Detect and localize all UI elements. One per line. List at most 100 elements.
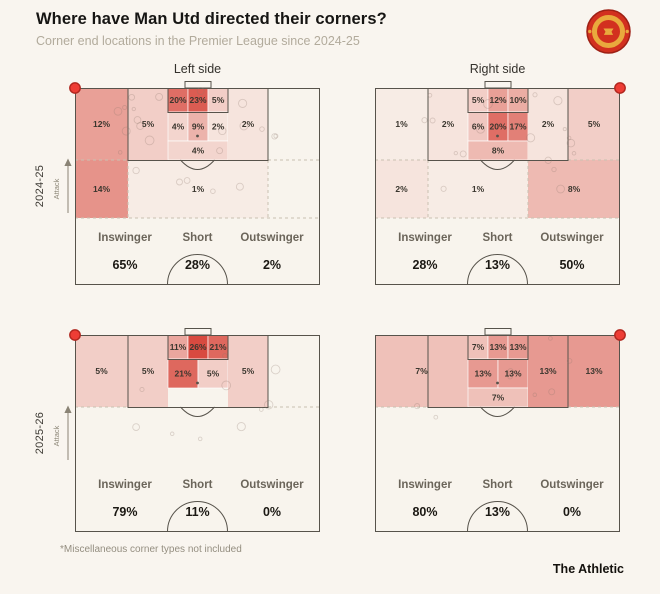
zone-pct-label: 5% (212, 95, 225, 105)
delivery-type-value: 80% (412, 505, 437, 519)
zone-pct-label: 13% (509, 342, 526, 352)
zone-pct-label: 1% (472, 184, 485, 194)
corner-end-dot (507, 374, 513, 380)
delivery-type-label: Outswinger (540, 232, 604, 244)
corner-end-dot (548, 388, 556, 396)
pitch-2025-26-left-side: 5% 5%11% 26% 21%21% 5% 5%Inswinger79%Short11%… (69, 328, 320, 532)
centre-circle (167, 501, 228, 532)
goal-frame (184, 81, 212, 89)
delivery-type-value: 28% (185, 258, 210, 272)
crest-devil-icon (603, 28, 614, 35)
zone-pct-label: 13% (585, 366, 602, 376)
corner-end-dot (238, 98, 248, 108)
heat-zone-outer-right (568, 88, 620, 160)
attack-arrow-icon (64, 158, 72, 166)
delivery-type-label: Short (182, 479, 212, 491)
corner-end-dot (169, 431, 175, 437)
zone-pct-label: 13% (539, 366, 556, 376)
goal-frame (184, 328, 212, 336)
corner-end-dot (421, 117, 428, 124)
corner-end-dot (429, 117, 436, 124)
corner-end-dot (222, 353, 228, 359)
penalty-arc (180, 406, 215, 417)
zone-pct-label: 13% (489, 342, 506, 352)
corner-end-dot (218, 126, 227, 136)
heat-zone-six-mid-3w (197, 358, 229, 389)
heat-zone-pen-left (428, 88, 468, 160)
corner-end-dot (132, 423, 140, 431)
delivery-type-value: 11% (185, 505, 209, 519)
centre-circle (467, 254, 528, 285)
zone-pct-label: 14% (93, 184, 110, 194)
centre-circle (467, 501, 528, 532)
zone-pct-label: 5% (207, 369, 220, 379)
corner-end-dot (197, 436, 203, 442)
delivery-type-value: 79% (112, 505, 137, 519)
corner-end-dot (483, 99, 493, 109)
crest-gold-ring (592, 15, 625, 48)
crest-right-rosette (625, 29, 629, 34)
corner-end-dot (136, 122, 145, 130)
corner-flag-dot (69, 82, 81, 94)
corner-end-dot (556, 184, 565, 194)
page-subtitle: Corner end locations in the Premier Leag… (36, 34, 360, 48)
zone-pct-label: 7% (492, 393, 505, 403)
corner-end-dot (196, 87, 205, 96)
corner-end-dot (553, 96, 563, 106)
zone-pct-label: 5% (242, 366, 255, 376)
corner-end-dot (414, 403, 421, 410)
zone-pct-label: 2% (542, 119, 555, 129)
heat-zone-outer-right (568, 335, 620, 407)
corner-end-dot (183, 177, 191, 184)
corner-end-dot (566, 358, 573, 364)
row-label-season-2024-25: 2024-25 (34, 164, 46, 208)
zone-pct-label: 7% (472, 342, 485, 352)
corner-end-dot (122, 105, 128, 110)
delivery-type-value: 0% (263, 505, 281, 519)
heat-zone-pen-right (528, 88, 568, 160)
heat-zone-mid-center-narrow (428, 160, 528, 218)
corner-end-dot (128, 93, 136, 101)
goal-frame (484, 328, 512, 336)
heat-zone-pen-right (528, 335, 568, 407)
zone-pct-label: 12% (93, 119, 110, 129)
corner-end-dot (548, 336, 553, 341)
attack-label: Attack (52, 178, 61, 199)
corner-end-dot (259, 126, 265, 132)
zone-pct-label: 20% (169, 95, 186, 105)
delivery-type-value: 2% (263, 258, 281, 272)
zone-pct-label: 1% (192, 184, 205, 194)
corner-end-dot (220, 98, 225, 103)
penalty-arc (480, 159, 515, 170)
penalty-spot (496, 381, 499, 385)
corner-end-dot (271, 133, 278, 140)
delivery-type-label: Short (482, 232, 512, 244)
heat-zone-pen-left (128, 335, 168, 407)
corner-end-dot (117, 150, 123, 155)
delivery-type-label: Short (482, 479, 512, 491)
corner-end-dot (176, 178, 183, 186)
corner-end-dot (210, 188, 216, 194)
corner-end-dot (113, 106, 123, 116)
delivery-type-label: Inswinger (398, 479, 452, 491)
zone-pct-label: 5% (142, 119, 155, 129)
heat-zone-pen-right (228, 88, 268, 160)
corner-flag-dot (614, 82, 626, 94)
corner-end-dot (526, 133, 536, 143)
delivery-type-label: Outswinger (540, 479, 604, 491)
corner-end-dot (155, 92, 164, 101)
heat-zone-mid-left (375, 160, 428, 218)
zone-pct-label: 5% (472, 95, 485, 105)
corner-end-dot (440, 185, 447, 192)
pitch-2024-25-right-side: 1% 2% 5% 12% 10% 6% 20% 17% 8% 2% 5% 2% 1% 8% Inswinge… (375, 81, 626, 285)
zone-pct-label: 4% (192, 146, 205, 156)
corner-end-dot (544, 156, 552, 164)
zone-pct-label: 8% (568, 184, 581, 194)
column-header-left-side: Left side (173, 62, 222, 76)
corner-end-dot (562, 127, 567, 132)
zone-pct-label: 21% (209, 342, 226, 352)
zone-pct-label: 23% (189, 95, 206, 105)
corner-end-dot (131, 106, 136, 112)
zone-pct-label: 11% (170, 342, 187, 352)
zone-pct-label: 20% (489, 122, 506, 132)
